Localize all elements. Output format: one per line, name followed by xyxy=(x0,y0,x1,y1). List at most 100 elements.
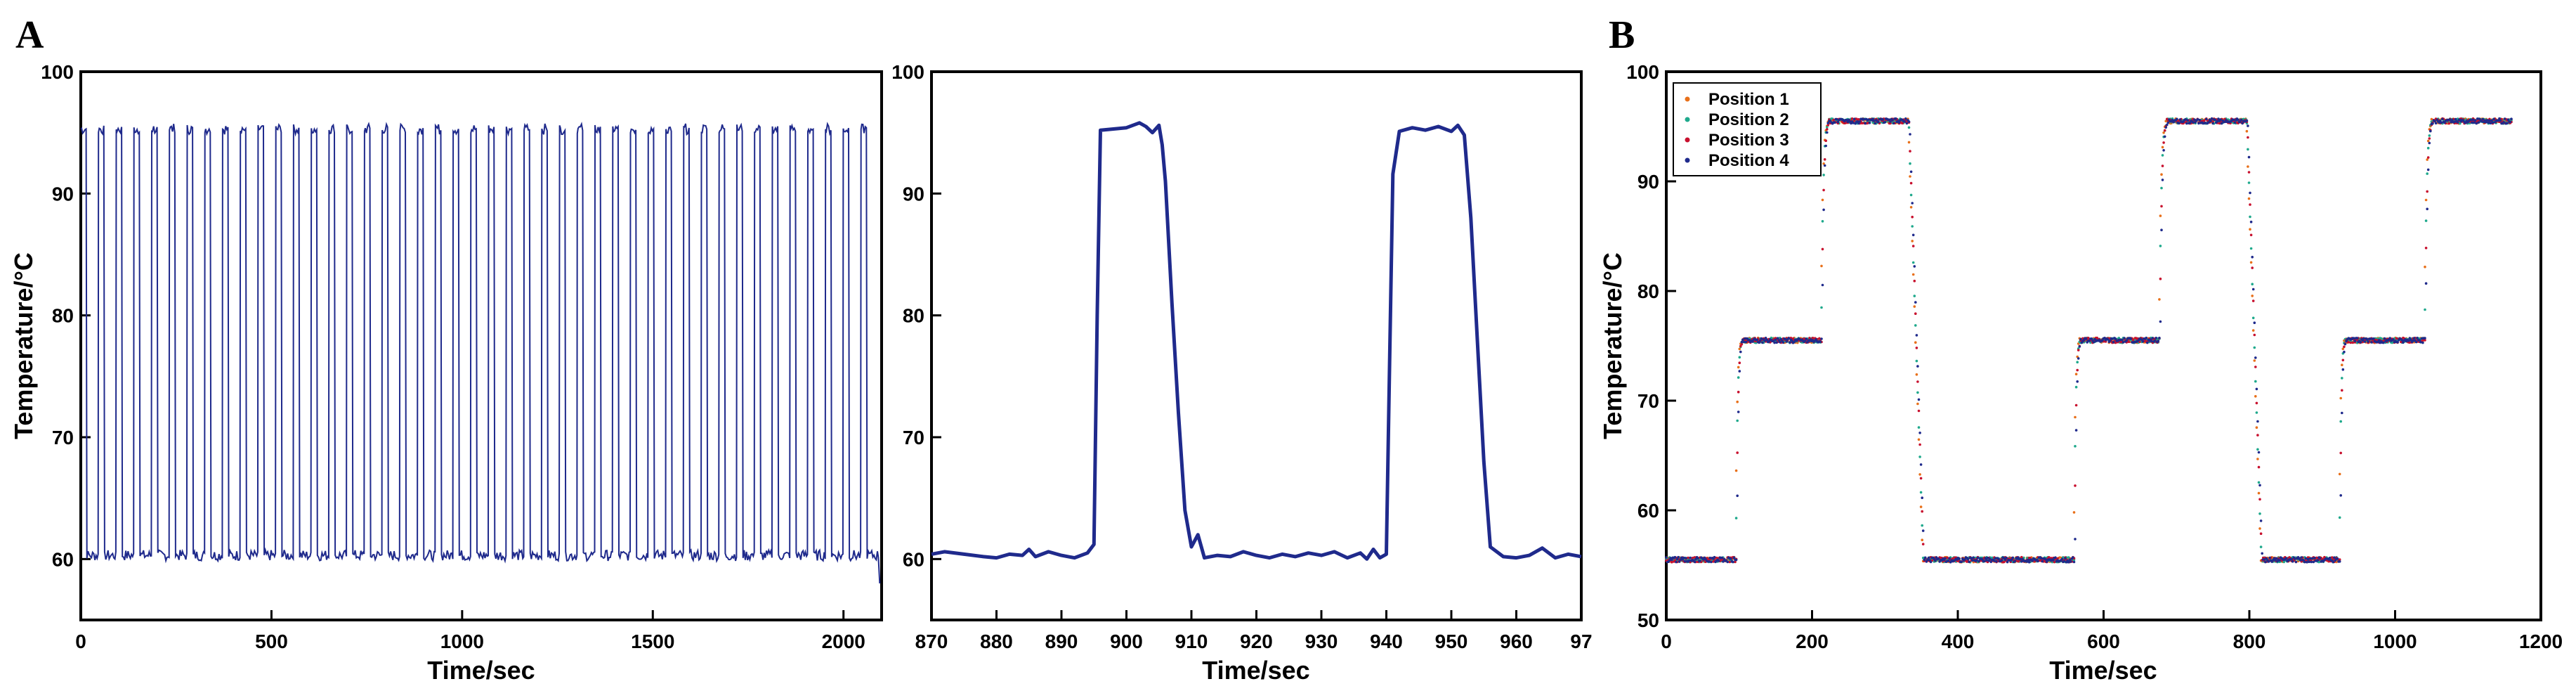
chart-b-point-position-4 xyxy=(2361,339,2365,342)
chart-b-point-position-4 xyxy=(1983,560,1986,563)
chart-b-point-position-4 xyxy=(1916,365,1919,368)
chart-b-y-tick-label: 70 xyxy=(1637,390,1659,412)
chart-b-point-position-4 xyxy=(1944,557,1947,560)
chart-b-point-position-4 xyxy=(2284,557,2288,560)
chart-b-point-position-3 xyxy=(2096,336,2098,340)
chart-b-point-position-4 xyxy=(2027,558,2029,562)
chart-b-point-position-4 xyxy=(2241,122,2244,125)
chart-a-zoom-x-tick-label: 910 xyxy=(1175,631,1208,652)
chart-b-point-position-4 xyxy=(2257,451,2261,454)
chart-b-point-position-4 xyxy=(2011,558,2013,561)
chart-a-x-axis: 0 500 1000 1500 2000 xyxy=(75,610,865,652)
chart-b-point-position-4 xyxy=(2254,356,2257,359)
chart-b-point-position-4 xyxy=(2261,552,2263,555)
chart-b-point-position-4 xyxy=(2101,339,2104,342)
chart-b-point-position-3 xyxy=(2249,203,2251,206)
chart-b-point-position-4 xyxy=(1988,557,1992,560)
chart-b-point-position-2 xyxy=(2428,134,2431,137)
chart-b-point-position-4 xyxy=(1764,337,1767,340)
chart-b-point-position-4 xyxy=(1689,556,1692,560)
chart-b-point-position-4 xyxy=(2184,118,2187,121)
chart-b-point-position-4 xyxy=(1732,556,1736,560)
chart-b-point-position-3 xyxy=(2351,341,2355,344)
chart-b-point-position-4 xyxy=(2407,339,2410,342)
chart-b-point-position-4 xyxy=(2121,341,2125,344)
chart-b-point-position-4 xyxy=(2103,337,2106,340)
chart-b-point-position-2 xyxy=(2074,445,2077,448)
chart-b-point-position-4 xyxy=(2145,336,2147,340)
chart-a-y-tick-label: 70 xyxy=(52,427,74,448)
chart-b-point-position-4 xyxy=(1914,301,1917,304)
chart-b-point-position-1 xyxy=(2247,165,2249,168)
chart-b-point-position-4 xyxy=(1819,340,1822,343)
chart-b-point-position-4 xyxy=(2359,341,2362,344)
chart-b-point-position-4 xyxy=(2162,149,2165,152)
chart-b-point-position-3 xyxy=(1915,347,1918,349)
chart-b-point-position-4 xyxy=(2426,168,2430,172)
chart-b-point-position-3 xyxy=(1738,361,1741,364)
chart-b-point-position-2 xyxy=(1826,126,1829,129)
chart-b-point-position-4 xyxy=(2453,120,2456,124)
chart-b-point-position-4 xyxy=(2265,557,2268,560)
chart-b-point-position-4 xyxy=(2498,117,2501,120)
chart-b-point-position-4 xyxy=(1966,557,1970,561)
chart-b-point-position-4 xyxy=(1868,122,1871,124)
legend-label-position-1: Position 1 xyxy=(1708,90,1789,109)
chart-b-point-position-4 xyxy=(2510,117,2513,120)
chart-b-point-position-3 xyxy=(1712,560,1715,563)
chart-b-x-axis-title: Time/sec xyxy=(2049,656,2157,685)
chart-b-point-position-4 xyxy=(1791,340,1793,342)
chart-b-point-position-4 xyxy=(2079,337,2082,341)
chart-b-point-position-4 xyxy=(1977,560,1980,563)
chart-b-point-position-4 xyxy=(1775,341,1778,344)
chart-a-y-axis: 60 70 80 90 100 xyxy=(41,61,91,570)
chart-b-point-position-1 xyxy=(1914,341,1917,344)
panel-label-a: A xyxy=(15,13,44,57)
chart-b-point-position-2 xyxy=(2255,411,2258,414)
chart-b-point-position-4 xyxy=(1738,370,1741,373)
chart-b-point-position-3 xyxy=(2257,465,2261,469)
chart-a-x-tick-label: 1500 xyxy=(631,631,674,652)
chart-b-point-position-4 xyxy=(1776,337,1779,340)
chart-b-point-position-4 xyxy=(1903,120,1907,123)
chart-b-point-position-3 xyxy=(2341,389,2343,392)
chart-b-point-position-2 xyxy=(2257,481,2261,484)
chart-b-scatter-points xyxy=(1665,117,2513,564)
chart-b-point-position-4 xyxy=(2303,560,2306,564)
chart-b-point-position-4 xyxy=(1846,120,1850,123)
chart-b-point-position-4 xyxy=(2209,119,2212,123)
chart-b-point-position-4 xyxy=(2219,118,2222,121)
chart-b-point-position-4 xyxy=(1785,340,1788,343)
chart-b-point-position-4 xyxy=(2153,339,2157,342)
chart-b-point-position-4 xyxy=(1693,560,1696,564)
chart-b-point-position-4 xyxy=(2310,560,2313,564)
chart-b-point-position-4 xyxy=(1925,560,1928,563)
chart-b-point-position-1 xyxy=(2256,458,2259,460)
chart-b-point-position-2 xyxy=(2426,172,2428,175)
chart-b-point-position-4 xyxy=(1822,208,1825,212)
chart-b-point-position-4 xyxy=(2211,122,2214,125)
chart-b-y-tick-label: 80 xyxy=(1637,280,1659,302)
chart-b-point-position-3 xyxy=(1917,409,1921,413)
chart-a-zoom-x-tick-label: 870 xyxy=(915,631,948,652)
chart-b-point-position-4 xyxy=(2074,538,2077,541)
chart-b-point-position-2 xyxy=(1913,295,1916,297)
chart-b-point-position-4 xyxy=(2249,191,2251,195)
chart-b-point-position-4 xyxy=(2027,560,2031,564)
chart-b-point-position-1 xyxy=(2074,373,2078,375)
chart-b-x-tick-label: 400 xyxy=(1942,631,1975,652)
chart-b-point-position-1 xyxy=(1821,198,1824,202)
chart-b-point-position-1 xyxy=(2255,426,2258,429)
chart-b-point-position-4 xyxy=(2251,287,2255,291)
chart-b-point-position-4 xyxy=(2146,341,2149,344)
chart-b-point-position-4 xyxy=(2316,559,2320,562)
legend-marker-position-3 xyxy=(1685,137,1690,143)
chart-b-point-position-4 xyxy=(2291,560,2294,563)
chart-b-point-position-3 xyxy=(2256,434,2259,437)
chart-b-point-position-4 xyxy=(1909,133,1911,136)
chart-b-point-position-4 xyxy=(2052,559,2055,562)
chart-b-point-position-4 xyxy=(2210,117,2214,120)
chart-a-plot-frame xyxy=(79,70,883,621)
chart-b-point-position-4 xyxy=(1773,341,1776,344)
chart-b-point-position-3 xyxy=(2127,340,2131,344)
